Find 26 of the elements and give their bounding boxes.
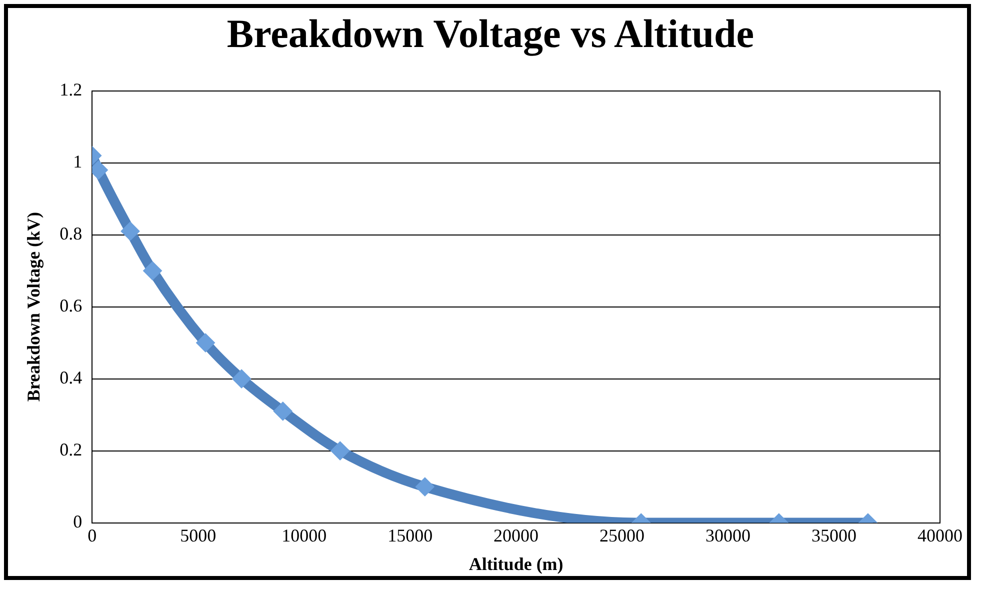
x-tick-label: 0: [88, 525, 97, 546]
chart-title: Breakdown Voltage vs Altitude: [226, 10, 756, 57]
x-tick-label: 30000: [706, 525, 751, 546]
y-tick-label: 0: [73, 512, 82, 532]
x-tick-label: 5000: [180, 525, 216, 546]
point: [273, 402, 292, 421]
point: [196, 333, 216, 352]
x-axis-title: Altitude (m): [468, 554, 564, 574]
x-tick-label: 10000: [282, 525, 327, 546]
y-tick-label: 1: [73, 152, 82, 172]
point: [143, 261, 162, 280]
y-tick-label: 0.6: [60, 296, 82, 316]
y-axis-title: Breakdown Voltage (kV): [23, 212, 44, 402]
x-tick-label: 20000: [494, 525, 539, 546]
x-tick-label: 35000: [812, 525, 857, 546]
y-tick-label: 1.2: [60, 80, 82, 100]
x-tick-label: 15000: [388, 525, 433, 546]
point: [232, 369, 252, 388]
point: [415, 477, 434, 496]
point: [120, 222, 140, 241]
y-tick-label: 0.4: [60, 368, 82, 388]
y-tick-label: 0.8: [60, 224, 82, 244]
point: [330, 441, 350, 460]
y-tick-label: 0.2: [60, 440, 82, 460]
x-tick-label: 25000: [600, 525, 645, 546]
x-tick-label: 40000: [918, 525, 962, 546]
